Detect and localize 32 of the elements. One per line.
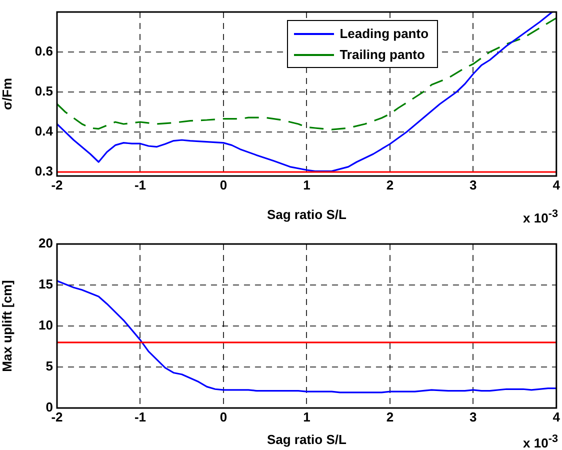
y-axis-title: σ/Fm xyxy=(0,78,14,110)
x-tick-label: -1 xyxy=(134,177,146,192)
x-tick-label: 4 xyxy=(552,177,561,192)
text: x 10$^{-3}$ xyxy=(523,206,558,225)
x-tick-label: -2 xyxy=(51,409,63,424)
x-tick-label: 0 xyxy=(220,177,228,192)
x-tick-label: 0 xyxy=(220,409,228,424)
x-tick-label: -2 xyxy=(51,177,63,192)
y-tick-label: 0.6 xyxy=(34,44,53,59)
x-tick-label: 4 xyxy=(552,409,561,424)
x-tick-label: 1 xyxy=(303,177,310,192)
legend-label: Leading panto xyxy=(340,26,429,41)
x-axis-title: Sag ratio S/L xyxy=(266,206,346,222)
y-tick-label: 10 xyxy=(38,318,53,333)
x-tick-label: 2 xyxy=(386,409,394,424)
text: x 10$^{-3}$ xyxy=(523,432,558,450)
x-tick-label: 2 xyxy=(386,177,394,192)
y-tick-label: 0.3 xyxy=(34,164,53,179)
y-tick-label: 0.4 xyxy=(34,124,54,139)
x-tick-label: 3 xyxy=(470,177,477,192)
y-tick-label: 0 xyxy=(46,400,53,415)
legend-label: Trailing panto xyxy=(340,47,425,62)
x-axis-title: Sag ratio S/L xyxy=(266,432,346,447)
line-series xyxy=(57,17,556,130)
x-tick-label: -1 xyxy=(134,409,146,424)
x-tick-label: 1 xyxy=(303,409,310,424)
y-tick-label: 15 xyxy=(38,276,53,292)
y-axis-title: Max uplift [cm] xyxy=(0,280,14,372)
y-tick-label: 20 xyxy=(38,236,53,251)
y-tick-label: 0.5 xyxy=(34,84,53,99)
y-tick-label: 5 xyxy=(46,358,53,374)
x-tick-label: 3 xyxy=(470,409,477,424)
